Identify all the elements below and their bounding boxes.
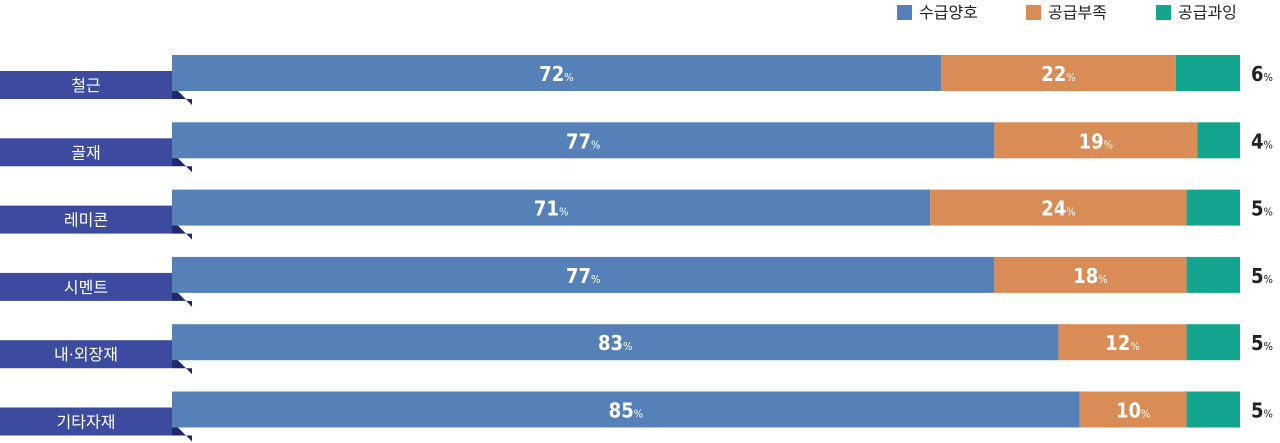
category-tab [0,205,172,234]
bar-value-label: 12% [1105,331,1139,355]
legend-swatch [1026,5,1041,20]
bar-segment [994,256,1187,293]
category-label: 레미콘 [64,211,108,230]
bar-value-label: 72% [539,62,573,86]
bar-segment [994,122,1198,159]
bar-segment [1186,189,1240,226]
bar-segment [172,324,1059,361]
bar-segment [172,122,995,159]
bar-value-label: 5% [1251,197,1273,221]
category-label: 철근 [71,76,100,95]
bar-segment [1058,324,1187,361]
legend-label: 공급과잉 [1178,3,1237,22]
bar-value-label: 77% [566,129,600,153]
bar-segment [172,55,941,91]
category-tab [0,340,172,369]
bar-value-label: 5% [1251,399,1273,423]
bar-segment [1079,391,1187,428]
category-tab [0,71,172,99]
bar-value-label: 24% [1041,197,1075,221]
bar-value-label: 77% [566,264,600,288]
legend-label: 공급부족 [1048,3,1107,22]
bar-segment [172,189,931,226]
bar-value-label: 10% [1116,399,1150,423]
category-label: 시멘트 [64,278,108,297]
legend-swatch [1156,5,1171,20]
bar-segment [1186,391,1240,428]
bar-segment [930,189,1187,226]
bar-value-label: 71% [534,197,568,221]
category-tab [0,138,172,167]
bar-segment [1175,55,1240,91]
bar-segment [1186,256,1240,293]
category-label: 골재 [71,143,100,162]
bar-value-label: 6% [1251,62,1273,86]
bar-value-label: 4% [1251,129,1273,153]
legend-label: 수급양호 [919,3,978,22]
bar-segment [172,256,995,293]
bar-segment [1186,324,1240,361]
bar-value-label: 5% [1251,264,1273,288]
category-label: 내·외장재 [54,345,118,364]
bar-value-label: 83% [598,331,632,355]
bar-value-label: 85% [609,399,643,423]
category-label: 기타자재 [57,413,116,432]
category-tab [0,272,172,301]
bar-value-label: 18% [1073,264,1107,288]
bar-value-label: 5% [1251,331,1273,355]
legend-swatch [897,5,912,20]
bar-segment [1197,122,1240,159]
category-tab [0,407,172,436]
bar-value-label: 19% [1079,129,1113,153]
bar-value-label: 22% [1041,62,1075,86]
bar-segment [940,55,1176,91]
bar-segment [172,391,1080,428]
